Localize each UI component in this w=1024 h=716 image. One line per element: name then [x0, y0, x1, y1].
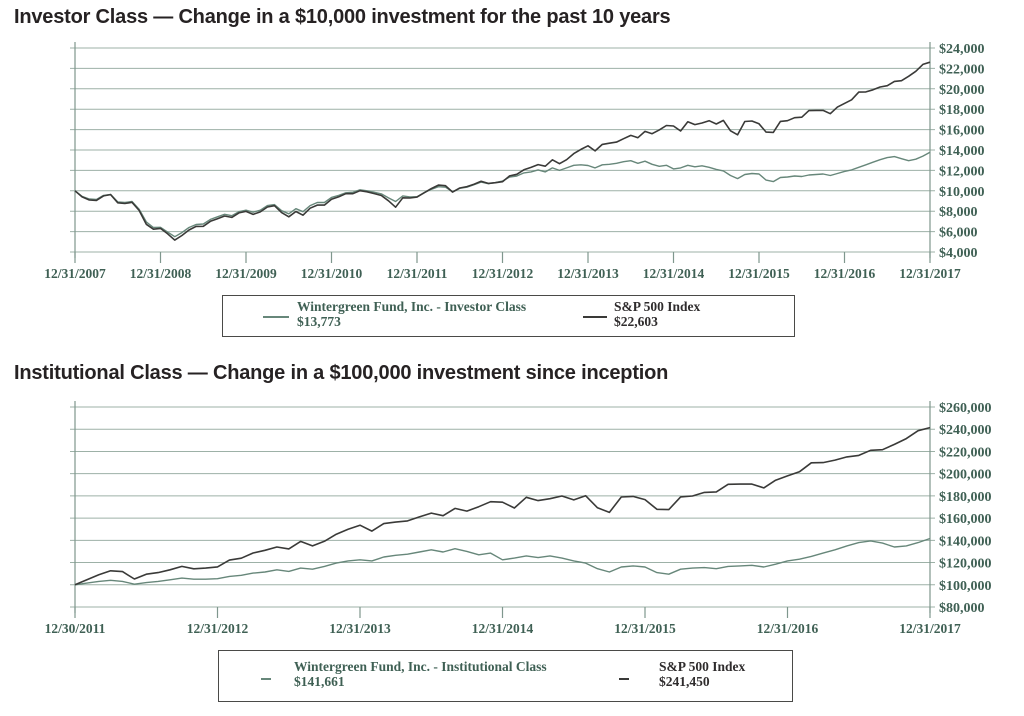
sp500-series-line — [74, 61, 931, 241]
investor-growth-chart: $24,000 $22,000 $20,000 $18,000 $16,000 $14,0… — [44, 42, 985, 281]
fund-series-line — [74, 537, 931, 586]
x-axis-label: 12/31/2013 — [329, 621, 391, 636]
x-axis-label: 12/31/2017 — [899, 621, 961, 636]
fund-legend-entry: Wintergreen Fund, Inc. - Institutional C… — [294, 659, 547, 689]
x-axis-label: 12/31/2013 — [557, 266, 619, 281]
y-axis-label: $6,000 — [939, 226, 978, 241]
sp500-legend-entry: S&P 500 Index $241,450 — [659, 659, 745, 689]
y-axis-label: $220,000 — [939, 445, 992, 460]
x-axis-label: 12/31/2012 — [472, 266, 534, 281]
x-axis-label: 12/30/2011 — [45, 621, 106, 636]
fund-legend-label: Wintergreen Fund, Inc. - Investor Class — [297, 299, 527, 314]
x-axis-label: 12/31/2015 — [728, 266, 790, 281]
institutional-legend-box: Wintergreen Fund, Inc. - Institutional C… — [218, 650, 793, 702]
y-axis-label: $240,000 — [939, 423, 992, 438]
y-axis-label: $100,000 — [939, 579, 992, 594]
sp500-line-swatch — [583, 316, 607, 318]
sp500-series-line — [74, 426, 931, 586]
y-axis-label: $4,000 — [939, 246, 978, 261]
y-axis-label: $120,000 — [939, 557, 992, 572]
fund-series-line — [74, 151, 931, 238]
institutional-chart-title: Institutional Class — Change in a $100,0… — [14, 362, 669, 384]
y-axis-label: $24,000 — [939, 42, 985, 57]
sp500-legend-value: $241,450 — [659, 674, 710, 689]
y-axis-label: $180,000 — [939, 490, 992, 505]
x-axis-label: 12/31/2015 — [614, 621, 676, 636]
x-axis-label: 12/31/2016 — [757, 621, 819, 636]
y-axis-label: $18,000 — [939, 103, 985, 118]
fund-line-swatch — [263, 316, 289, 318]
sp500-line-swatch — [619, 678, 629, 680]
fund-legend-value: $141,661 — [294, 674, 345, 689]
institutional-growth-chart: $260,000 $240,000 $220,000 $200,000 $180,000… — [45, 401, 992, 636]
y-axis-label: $160,000 — [939, 512, 992, 527]
y-axis-label: $10,000 — [939, 185, 985, 200]
x-axis-label: 12/31/2016 — [814, 266, 876, 281]
investor-chart-title: Investor Class — Change in a $10,000 inv… — [14, 6, 671, 28]
sp500-legend-label: S&P 500 Index — [659, 659, 746, 674]
x-axis-label: 12/31/2009 — [215, 266, 277, 281]
fund-legend-entry: Wintergreen Fund, Inc. - Investor Class … — [297, 299, 526, 329]
x-axis-label: 12/31/2011 — [387, 266, 448, 281]
sp500-legend-label: S&P 500 Index — [614, 299, 701, 314]
x-axis-label: 12/31/2017 — [899, 266, 961, 281]
y-axis-label: $200,000 — [939, 468, 992, 483]
sp500-legend-entry: S&P 500 Index $22,603 — [614, 299, 700, 329]
y-axis-label: $260,000 — [939, 401, 992, 416]
fund-line-swatch — [261, 678, 271, 680]
y-axis-label: $20,000 — [939, 83, 985, 98]
x-axis-label: 12/31/2014 — [472, 621, 534, 636]
y-axis-label: $12,000 — [939, 164, 985, 179]
x-axis-label: 12/31/2007 — [44, 266, 106, 281]
x-axis-label: 12/31/2012 — [187, 621, 249, 636]
x-axis-label: 12/31/2010 — [301, 266, 363, 281]
y-axis-label: $8,000 — [939, 205, 978, 220]
y-axis-label: $80,000 — [939, 601, 985, 616]
y-axis-label: $14,000 — [939, 144, 985, 159]
investor-legend-box: Wintergreen Fund, Inc. - Investor Class … — [222, 295, 795, 337]
fund-legend-label: Wintergreen Fund, Inc. - Institutional C… — [294, 659, 547, 674]
sp500-legend-value: $22,603 — [614, 314, 658, 329]
fund-legend-value: $13,773 — [297, 314, 341, 329]
x-axis-label: 12/31/2008 — [130, 266, 192, 281]
y-axis-label: $22,000 — [939, 62, 985, 77]
x-axis-label: 12/31/2014 — [643, 266, 705, 281]
y-axis-label: $140,000 — [939, 534, 992, 549]
y-axis-label: $16,000 — [939, 124, 985, 139]
